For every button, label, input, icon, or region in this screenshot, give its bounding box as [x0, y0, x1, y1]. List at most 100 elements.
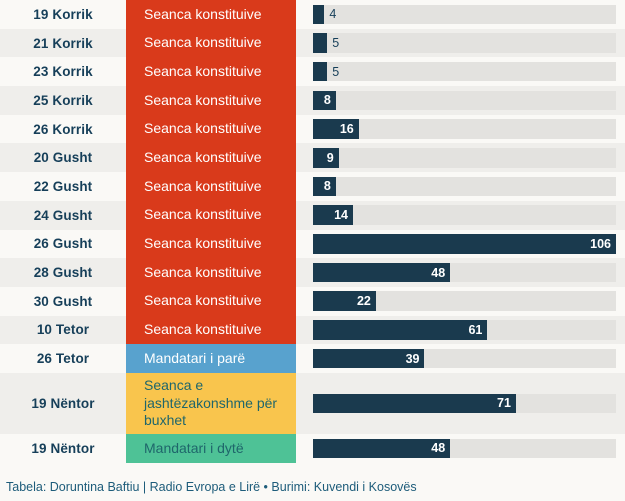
bar: 71	[313, 393, 516, 414]
bar-track: 22	[313, 291, 616, 311]
session-type-cell: Seanca konstituive	[126, 200, 296, 230]
date-label: 25 Korrik	[33, 92, 93, 108]
source-credit: Tabela: Doruntina Baftiu | Radio Evropa …	[6, 479, 417, 494]
bar-cell: 22	[296, 287, 625, 316]
bar-cell: 14	[296, 201, 625, 230]
table-row: 19 Nëntor Mandatari i dytë 48	[0, 433, 625, 463]
table-row: 20 Gusht Seanca konstituive 9	[0, 143, 625, 173]
session-type-label: Seanca konstituive	[144, 321, 262, 338]
bar-value-label: 8	[323, 93, 331, 108]
session-type-cell: Seanca konstituive	[126, 258, 296, 287]
date-label: 20 Gusht	[33, 150, 93, 166]
bar-value-label: 4	[329, 7, 337, 22]
bar-track: 9	[313, 148, 616, 168]
date-label: 21 Korrik	[33, 35, 93, 51]
table-row: 10 Tetor Seanca konstituive 61	[0, 315, 625, 345]
bar: 9	[313, 148, 339, 168]
bar-cell: 39	[296, 344, 625, 373]
bar-track: 8	[313, 176, 616, 197]
session-type-label: Seanca konstituive	[144, 91, 262, 108]
table-row: 23 Korrik Seanca konstituive 5	[0, 57, 625, 87]
date-label: 26 Gusht	[33, 236, 93, 252]
bar-track: 5	[313, 61, 616, 82]
bar: 106	[313, 234, 616, 254]
bar-track: 48	[313, 262, 616, 283]
session-type-cell: Seanca konstituive	[126, 286, 296, 316]
session-type-label: Seanca konstituive	[144, 5, 262, 22]
session-type-label: Seanca konstituive	[144, 177, 262, 194]
bar-value-label: 8	[323, 179, 331, 194]
bar-track: 8	[313, 90, 616, 111]
session-type-cell: Seanca konstituive	[126, 0, 296, 29]
date-label: 30 Gusht	[33, 293, 93, 309]
bar	[313, 33, 328, 53]
bar-track: 71	[313, 393, 616, 414]
session-type-cell: Seanca konstituive	[126, 315, 296, 345]
bar-cell: 16	[296, 115, 625, 144]
bar-value-label: 61	[468, 322, 483, 337]
table-row: 19 Nëntor Seanca e jashtëzakonshme për bu…	[0, 372, 625, 434]
session-type-cell: Seanca e jashtëzakonshme për buxhet	[126, 372, 296, 434]
bar: 14	[313, 205, 354, 225]
table-row: 21 Korrik Seanca konstituive 5	[0, 28, 625, 58]
table-row: 26 Tetor Mandatari i parë 39	[0, 344, 625, 373]
bar-value-label: 106	[590, 236, 611, 251]
bar: 39	[313, 348, 425, 369]
session-type-label: Mandatari i dytë	[144, 439, 244, 456]
date-label: 26 Korrik	[33, 121, 93, 137]
table-row: 26 Korrik Seanca konstituive 16	[0, 114, 625, 144]
bar-track: 16	[313, 119, 616, 139]
bar-cell: 8	[296, 86, 625, 115]
date-label: 19 Korrik	[33, 6, 93, 22]
bar-cell: 8	[296, 172, 625, 201]
bar: 22	[313, 291, 376, 311]
session-type-label: Mandatari i parë	[144, 349, 246, 366]
session-type-label: Seanca konstituive	[144, 292, 262, 309]
bar-value-label: 71	[497, 396, 511, 411]
date-label: 26 Tetor	[36, 351, 90, 367]
table-row: 25 Korrik Seanca konstituive 8	[0, 86, 625, 115]
table-row: 22 Gusht Seanca konstituive 8	[0, 172, 625, 201]
date-label: 22 Gusht	[33, 178, 93, 194]
bar-track: 4	[313, 4, 616, 25]
session-type-label: Seanca konstituive	[144, 206, 262, 223]
bar-value-label: 9	[326, 150, 334, 165]
session-type-cell: Mandatari i parë	[126, 344, 296, 373]
bar-cell: 4	[296, 0, 625, 29]
bar: 16	[313, 119, 359, 139]
bar-cell: 61	[296, 316, 625, 345]
bar-cell: 5	[296, 29, 625, 58]
bar-cell: 106	[296, 230, 625, 259]
bar-cell: 48	[296, 258, 625, 287]
date-label: 28 Gusht	[33, 265, 93, 281]
bar-track: 106	[313, 234, 616, 254]
bar-value-label: 5	[332, 36, 340, 51]
bar-value-label: 48	[431, 265, 446, 280]
session-type-label: Seanca konstituive	[144, 263, 262, 280]
bar-cell: 48	[296, 434, 625, 463]
table-row: 30 Gusht Seanca konstituive 22	[0, 286, 625, 316]
bar-track: 14	[313, 205, 616, 225]
session-type-label: Seanca konstituive	[144, 235, 262, 252]
date-label: 19 Nëntor	[31, 440, 95, 456]
table-row: 19 Korrik Seanca konstituive 4	[0, 0, 625, 29]
table-row: 28 Gusht Seanca konstituive 48	[0, 258, 625, 287]
bar-value-label: 16	[339, 122, 354, 137]
bar: 48	[313, 438, 451, 459]
bar-track: 39	[313, 348, 616, 369]
session-type-label: Seanca e jashtëzakonshme për buxhet	[144, 377, 278, 429]
bar-cell: 9	[296, 143, 625, 172]
date-label: 24 Gusht	[33, 207, 93, 223]
date-label: 19 Nëntor	[31, 395, 95, 411]
bar	[313, 61, 328, 82]
bar-track: 5	[313, 33, 616, 53]
session-type-cell: Seanca konstituive	[126, 229, 296, 259]
bar: 8	[313, 176, 336, 197]
session-type-label: Seanca konstituive	[144, 62, 262, 79]
session-type-cell: Seanca konstituive	[126, 57, 296, 87]
bar: 8	[313, 90, 336, 111]
session-type-cell: Seanca konstituive	[126, 143, 296, 173]
bar-value-label: 48	[431, 441, 446, 456]
session-type-label: Seanca konstituive	[144, 149, 262, 166]
session-type-cell: Mandatari i dytë	[126, 433, 296, 463]
